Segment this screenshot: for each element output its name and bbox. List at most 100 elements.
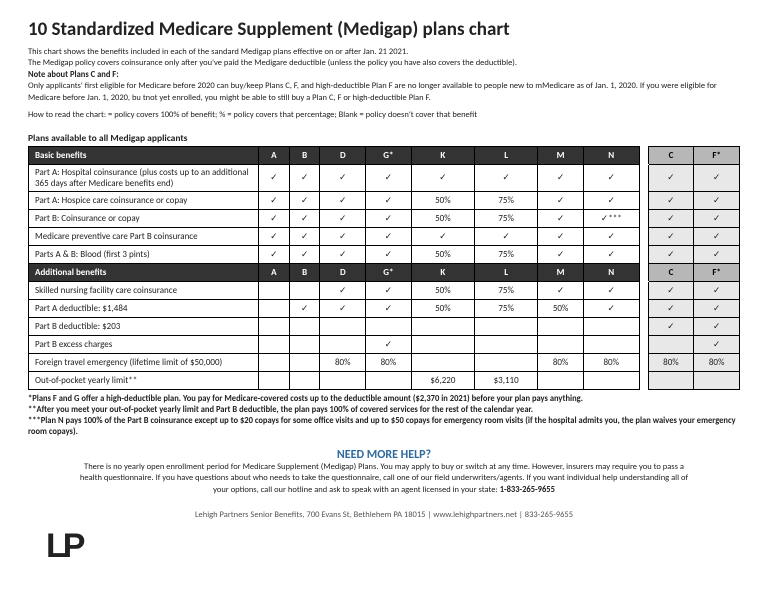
row-label: Medicare preventive care Part B coinsura…	[29, 227, 259, 245]
footer: Lehigh Partners Senior Benefits, 700 Eva…	[28, 510, 740, 520]
cell: ✓	[320, 191, 366, 209]
col-L: L	[475, 146, 538, 164]
cell	[289, 353, 320, 371]
cell	[320, 317, 366, 335]
cell: ✓	[538, 245, 584, 263]
cell: 75%	[475, 281, 538, 299]
cell	[538, 371, 584, 389]
col-K: K	[411, 146, 474, 164]
cell	[259, 353, 290, 371]
cell: ✓	[289, 209, 320, 227]
cell: ✓	[538, 227, 584, 245]
cell	[320, 335, 366, 353]
table-row: Part B deductible: $203✓✓	[29, 317, 740, 335]
cell: ✓	[289, 227, 320, 245]
cell: ✓	[538, 281, 584, 299]
cell: ✓	[475, 164, 538, 191]
cell: ✓	[648, 191, 694, 209]
row-label: Part B excess charges	[29, 335, 259, 353]
footnote-3: ***Plan N pays 100% of the Part B coinsu…	[28, 416, 740, 438]
col-K: K	[411, 263, 474, 281]
intro-line-2: The Medigap policy covers coinsurance on…	[28, 58, 740, 69]
cell: ✓	[320, 227, 366, 245]
cell	[366, 371, 412, 389]
col-M: M	[538, 146, 584, 164]
cell: 80%	[648, 353, 694, 371]
section-label: Plans available to all Medigap applicant…	[28, 132, 740, 144]
cell: ✓	[320, 245, 366, 263]
cell	[259, 281, 290, 299]
help-phone: 1-833-265-9655	[500, 485, 555, 495]
cell	[583, 371, 639, 389]
cell: ✓	[475, 227, 538, 245]
cell	[694, 371, 740, 389]
cell: 75%	[475, 299, 538, 317]
cell: ✓	[694, 191, 740, 209]
cell: ✓	[320, 281, 366, 299]
cell: ✓	[583, 191, 639, 209]
cell: ✓***	[583, 209, 639, 227]
row-label: Parts A & B: Blood (first 3 pints)	[29, 245, 259, 263]
cell: ✓	[583, 281, 639, 299]
table-row: Parts A & B: Blood (first 3 pints)✓✓✓✓50…	[29, 245, 740, 263]
cell: ✓	[583, 245, 639, 263]
cell: ✓	[320, 164, 366, 191]
table-row: Part A: Hospital coinsurance (plus costs…	[29, 164, 740, 191]
cell: ✓	[694, 164, 740, 191]
cell: ✓	[366, 299, 412, 317]
cell: ✓	[648, 164, 694, 191]
cell: 80%	[320, 353, 366, 371]
cell: ✓	[366, 191, 412, 209]
cell: 80%	[583, 353, 639, 371]
cell	[411, 317, 474, 335]
help-title: NEED MORE HELP?	[28, 448, 740, 462]
cell: 80%	[694, 353, 740, 371]
help-text: There is no yearly open enrollment perio…	[80, 462, 688, 495]
table-row: Skilled nursing facility care coinsuranc…	[29, 281, 740, 299]
cell	[411, 353, 474, 371]
cell: ✓	[694, 245, 740, 263]
cell: ✓	[648, 299, 694, 317]
row-label: Part A: Hospital coinsurance (plus costs…	[29, 164, 259, 191]
cell	[259, 371, 290, 389]
cell: ✓	[648, 245, 694, 263]
col-B: B	[289, 263, 320, 281]
col-basic-benefits: Basic benefits	[29, 146, 259, 164]
table-row: Medicare preventive care Part B coinsura…	[29, 227, 740, 245]
cell: ✓	[259, 227, 290, 245]
intro-line-3: Only applicants' first eligible for Medi…	[28, 81, 740, 104]
cell: ✓	[648, 317, 694, 335]
table-row: Part A deductible: $1,484✓✓✓50%75%50%✓✓✓	[29, 299, 740, 317]
table-row: Out-of-pocket yearly limit**$6,220$3,110	[29, 371, 740, 389]
row-label: Part A deductible: $1,484	[29, 299, 259, 317]
cell: ✓	[694, 299, 740, 317]
cell: ✓	[259, 245, 290, 263]
cell	[583, 317, 639, 335]
row-label: Foreign travel emergency (lifetime limit…	[29, 353, 259, 371]
col-F: F*	[694, 263, 740, 281]
col-G: G*	[366, 146, 412, 164]
cell: 50%	[411, 209, 474, 227]
cell: ✓	[289, 191, 320, 209]
table-row: Foreign travel emergency (lifetime limit…	[29, 353, 740, 371]
cell: ✓	[320, 209, 366, 227]
cell: 50%	[411, 299, 474, 317]
cell: ✓	[648, 281, 694, 299]
col-D: D	[320, 146, 366, 164]
table-row: Part B: Coinsurance or copay✓✓✓✓50%75%✓✓…	[29, 209, 740, 227]
col-G: G*	[366, 263, 412, 281]
cell: ✓	[289, 245, 320, 263]
col-C: C	[648, 146, 694, 164]
howto-line: How to read the chart: = policy covers 1…	[28, 110, 740, 121]
medigap-table: Basic benefits A B D G* K L M N C F* Par…	[28, 146, 740, 390]
cell	[583, 335, 639, 353]
cell: 75%	[475, 191, 538, 209]
cell: 80%	[366, 353, 412, 371]
cell: ✓	[289, 299, 320, 317]
header-row-basic: Basic benefits A B D G* K L M N C F*	[29, 146, 740, 164]
footnotes: *Plans F and G offer a high-deductible p…	[28, 394, 740, 438]
cell	[259, 299, 290, 317]
cell: ✓	[366, 164, 412, 191]
table-row: Part B excess charges✓✓	[29, 335, 740, 353]
cell: ✓	[694, 335, 740, 353]
